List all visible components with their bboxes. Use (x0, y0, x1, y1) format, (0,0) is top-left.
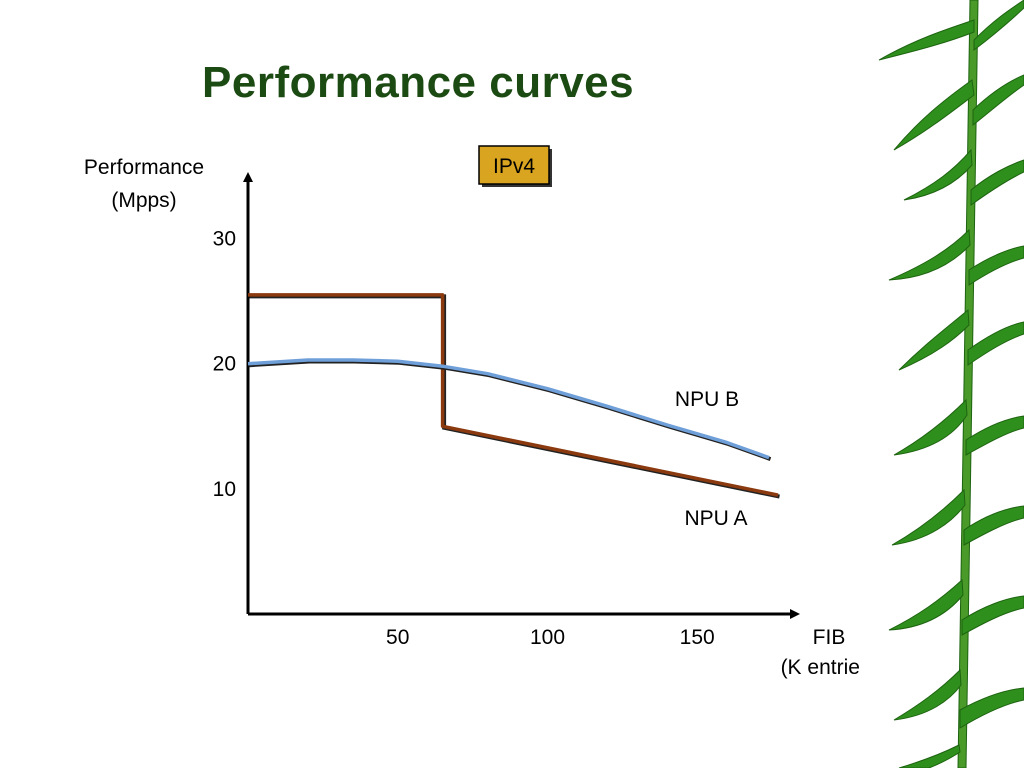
series-layer (247, 293, 780, 499)
ipv4-badge-box (478, 145, 550, 185)
performance-chart: 10 20 30 50 100 150 Performance (Mpps) FIB (K… (84, 145, 860, 679)
x-axis-label-line2: (K entries) (781, 656, 860, 679)
ipv4-badge-label: IPv4 (493, 155, 535, 178)
y-tick-label-10: 10 (213, 478, 236, 501)
ipv4-badge: IPv4 (478, 145, 552, 187)
y-tick-label-20: 20 (213, 353, 236, 376)
y-tick-label-30: 30 (213, 228, 236, 251)
x-tick-label-100: 100 (530, 626, 565, 649)
y-axis-label-line1: Performance (84, 156, 204, 179)
series-label-npu-a: NPU A (684, 507, 747, 530)
slide-title: Performance curves (202, 58, 635, 107)
y-axis-label-line2: (Mpps) (111, 189, 176, 212)
series-line-npu-a (248, 293, 779, 497)
tick-layer: 10 20 30 50 100 150 (213, 228, 715, 649)
x-tick-label-150: 150 (680, 626, 715, 649)
x-tick-label-50: 50 (386, 626, 409, 649)
series-line-npu-b (247, 358, 770, 460)
x-axis-label-line1: FIB (813, 626, 846, 649)
series-label-npu-b: NPU B (675, 388, 739, 411)
bamboo-decoration (878, 0, 1024, 768)
